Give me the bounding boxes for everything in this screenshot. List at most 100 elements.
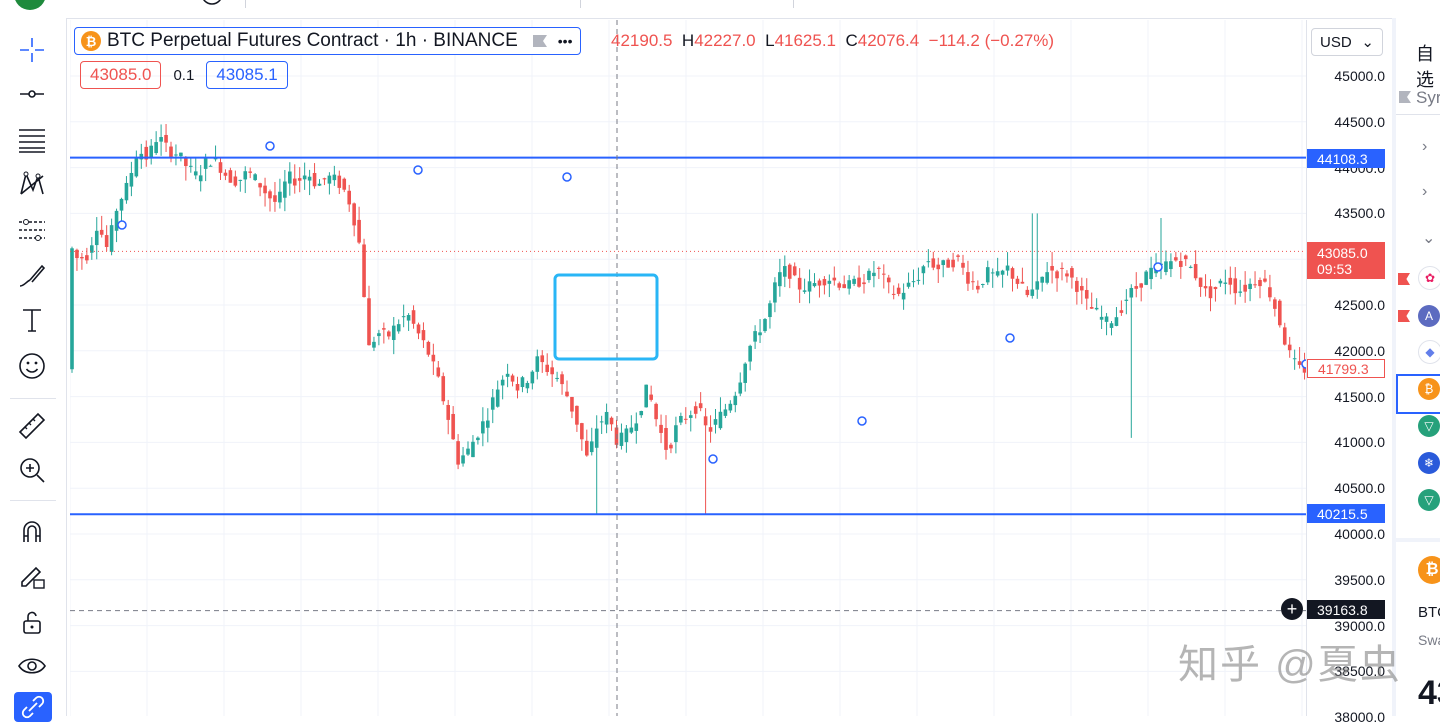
buy-button[interactable]: 43085.1 <box>206 61 288 89</box>
selected-watchlist-row[interactable] <box>1396 374 1440 414</box>
candle-body <box>1287 344 1292 351</box>
candle-body <box>589 441 594 453</box>
candle-body <box>1089 307 1094 309</box>
event-marker-icon <box>265 141 275 151</box>
candle-body <box>936 264 941 270</box>
candle-body <box>317 183 322 186</box>
candle-body <box>619 432 624 446</box>
candle-body <box>372 341 376 348</box>
red-flag-icon[interactable] <box>1398 273 1410 285</box>
candle-body <box>1248 283 1252 290</box>
candle-body <box>1139 283 1143 288</box>
zoom-icon <box>20 458 45 483</box>
chart-pane[interactable] <box>69 20 1311 716</box>
watchlist-title[interactable]: 自选 <box>1416 44 1434 90</box>
candle-body <box>827 280 832 284</box>
emoji-tool[interactable] <box>12 348 52 384</box>
add-alert-plus-icon[interactable]: + <box>1281 598 1303 620</box>
candle-body <box>1080 286 1084 291</box>
indicator-icon[interactable] <box>202 0 222 5</box>
candle-body <box>822 279 827 286</box>
ruler-tool[interactable] <box>12 408 52 444</box>
candle-body <box>1050 266 1054 271</box>
stay-in-drawing-tool[interactable] <box>12 558 52 594</box>
hide-drawings-tool[interactable] <box>12 648 52 684</box>
candle-body <box>688 415 693 418</box>
ethereum-icon: ◆ <box>1418 340 1440 364</box>
candle-body <box>1179 261 1183 267</box>
red-flag-icon[interactable] <box>1398 310 1410 322</box>
candle-body <box>144 146 149 160</box>
forecast-tool[interactable] <box>12 212 52 248</box>
candle-body <box>990 272 995 274</box>
lock-drawings-tool[interactable] <box>12 604 52 640</box>
symbol-title[interactable]: BTC Perpetual Futures Contract · 1h · BI… <box>107 30 518 51</box>
candle-body <box>693 406 698 414</box>
candle-body <box>406 315 411 321</box>
chevron-down-icon: ⌄ <box>1361 34 1374 51</box>
candle-body <box>664 428 668 450</box>
currency-select[interactable]: USD ⌄ <box>1311 28 1383 56</box>
chevron-down-icon[interactable]: ⌄ <box>1422 230 1436 247</box>
candle-body <box>1010 268 1015 279</box>
candle-body <box>797 277 802 290</box>
symbol-legend[interactable]: ₿ BTC Perpetual Futures Contract · 1h · … <box>74 27 582 55</box>
forecast-icon <box>19 219 45 241</box>
trend-line-tool[interactable] <box>12 76 52 112</box>
candle-body <box>1134 286 1139 289</box>
candle-body <box>233 176 238 186</box>
candlestick-chart[interactable] <box>69 20 1311 716</box>
low-value: 41625.1 <box>774 31 837 50</box>
sell-button[interactable]: 43085.0 <box>80 61 162 89</box>
candle-body <box>1149 267 1153 280</box>
candle-body <box>1282 327 1287 345</box>
text-tool[interactable] <box>12 302 52 338</box>
candle-body <box>1193 264 1198 279</box>
more-options-icon[interactable]: ••• <box>557 33 573 49</box>
candle-body <box>832 277 837 281</box>
crosshair-tool[interactable] <box>12 32 52 68</box>
detail-type: Swa <box>1418 632 1440 648</box>
tether-icon: ▽ <box>1418 415 1440 437</box>
candle-body <box>312 172 317 187</box>
price-axis-label: 38000.0 <box>1334 709 1385 725</box>
brush-tool[interactable] <box>12 258 52 294</box>
sync-drawings-tool[interactable] <box>14 692 52 722</box>
avatar[interactable] <box>14 0 46 10</box>
candle-body <box>837 283 842 288</box>
divider <box>793 0 794 8</box>
candle-body <box>466 448 470 455</box>
candle-body <box>1144 271 1148 285</box>
candle-body <box>956 255 960 257</box>
magnet-icon <box>23 521 41 542</box>
candle-body <box>203 157 208 169</box>
flag-icon[interactable] <box>532 34 548 48</box>
price-axis-label: 39500.0 <box>1334 571 1385 588</box>
price-axis[interactable]: 45000.044500.044000.043500.043000.042500… <box>1306 20 1389 725</box>
price-axis-label: 39000.0 <box>1334 617 1385 634</box>
candle-body <box>560 374 564 385</box>
candle-body <box>446 405 450 420</box>
candle-body <box>862 282 866 285</box>
candle-body <box>550 367 554 375</box>
chevron-right-icon[interactable]: › <box>1422 138 1428 155</box>
candle-body <box>1253 284 1257 286</box>
candle-body <box>585 440 589 456</box>
detail-price: 43 <box>1418 674 1440 712</box>
candle-body <box>1075 280 1079 292</box>
chevron-right-icon[interactable]: › <box>1422 183 1428 200</box>
candle-body <box>174 154 178 156</box>
candle-body <box>713 419 718 425</box>
candle-body <box>495 389 500 407</box>
candle-body <box>441 376 446 402</box>
pattern-tool[interactable] <box>12 166 52 202</box>
zoom-tool[interactable] <box>12 452 52 488</box>
symbol-column-header[interactable]: Syr <box>1416 88 1440 107</box>
current-price-value: 43085.0 <box>1317 244 1368 261</box>
fib-tool[interactable] <box>12 122 52 158</box>
flag-icon[interactable] <box>1398 90 1412 104</box>
ohlc-values: 42190.5 H42227.0 L41625.1 C42076.4 −114.… <box>611 31 1054 51</box>
coin-icon: ✿ <box>1418 266 1440 290</box>
magnet-tool[interactable] <box>12 514 52 550</box>
candle-body <box>753 331 757 342</box>
